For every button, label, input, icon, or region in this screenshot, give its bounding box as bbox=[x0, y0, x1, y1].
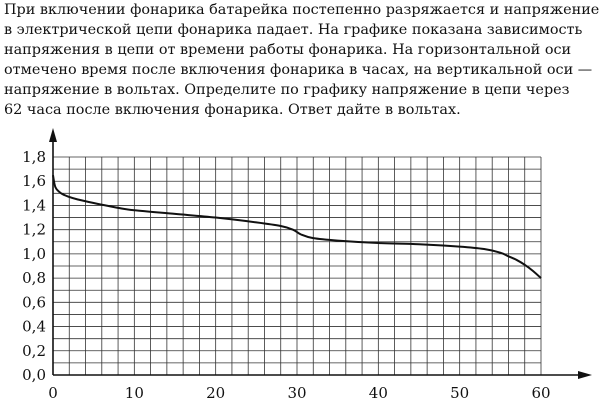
y-tick-label: 0,4 bbox=[22, 318, 46, 336]
chart-grid bbox=[52, 156, 542, 376]
x-tick-labels: 0 10 20 30 40 50 60 bbox=[48, 384, 550, 402]
voltage-curve bbox=[52, 174, 542, 279]
y-tick-label: 0,6 bbox=[22, 293, 46, 311]
problem-line-6: 62 часа после включения фонарика. Ответ … bbox=[4, 102, 461, 118]
y-tick-label: 1,2 bbox=[22, 221, 46, 239]
y-tick-labels: 0,0 0,2 0,4 0,6 0,8 1,0 1,2 1,4 1,6 1,8 bbox=[22, 148, 46, 384]
y-axis-arrow bbox=[49, 128, 57, 142]
x-tick-label: 30 bbox=[287, 384, 306, 402]
x-tick-label: 10 bbox=[125, 384, 144, 402]
x-tick-label: 50 bbox=[450, 384, 469, 402]
x-tick-label: 60 bbox=[531, 384, 550, 402]
y-tick-label: 0,2 bbox=[22, 342, 46, 360]
problem-line-5: напряжение в вольтах. Определите по граф… bbox=[4, 82, 570, 98]
x-tick-label: 0 bbox=[48, 384, 58, 402]
problem-line-3: напряжения в цепи от времени работы фона… bbox=[4, 42, 572, 58]
problem-line-1: При включении фонарика батарейка постепе… bbox=[4, 2, 600, 18]
y-tick-label: 0,8 bbox=[22, 269, 46, 287]
x-axis-arrow bbox=[578, 371, 592, 379]
problem-line-4: отмечено время после включения фонарика … bbox=[4, 62, 593, 78]
chart-axes bbox=[49, 128, 592, 379]
x-tick-label: 20 bbox=[206, 384, 225, 402]
y-tick-label: 1,4 bbox=[22, 196, 46, 214]
y-tick-label: 1,8 bbox=[22, 148, 46, 166]
problem-line-2: в электрической цепи фонарика падает. На… bbox=[4, 22, 583, 38]
y-tick-label: 1,0 bbox=[22, 245, 46, 263]
x-tick-label: 40 bbox=[369, 384, 388, 402]
y-tick-label: 0,0 bbox=[22, 366, 46, 384]
y-tick-label: 1,6 bbox=[22, 172, 46, 190]
problem-text: При включении фонарика батарейка постепе… bbox=[4, 0, 600, 120]
